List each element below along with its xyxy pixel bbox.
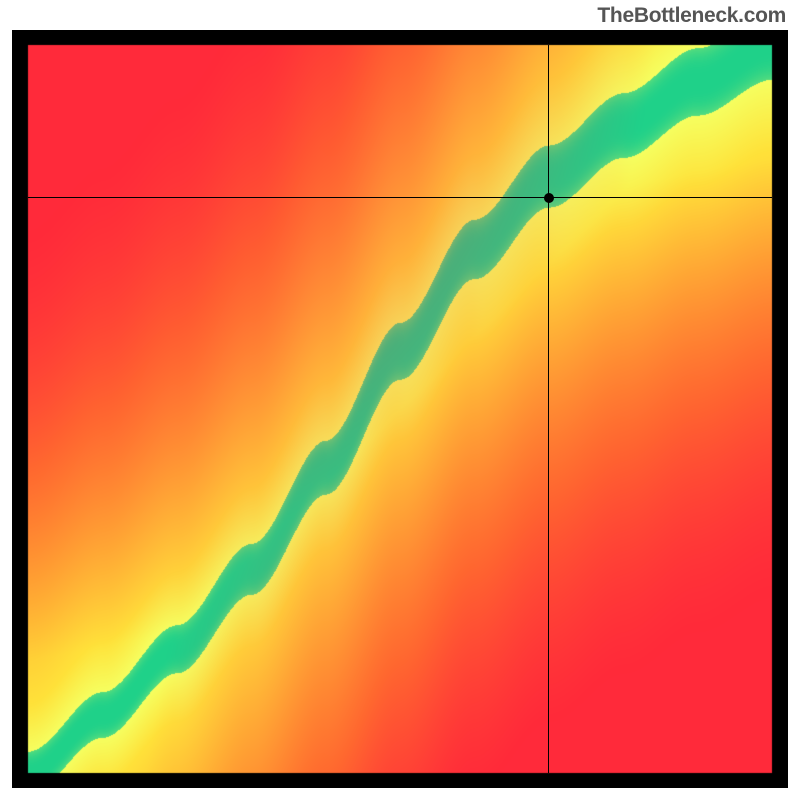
crosshair-horizontal	[28, 197, 772, 198]
chart-container: TheBottleneck.com	[0, 0, 800, 800]
heatmap-canvas	[12, 30, 788, 788]
crosshair-vertical	[548, 45, 549, 773]
plot-area	[12, 30, 788, 788]
crosshair-marker	[544, 193, 554, 203]
watermark-text: TheBottleneck.com	[597, 4, 786, 28]
